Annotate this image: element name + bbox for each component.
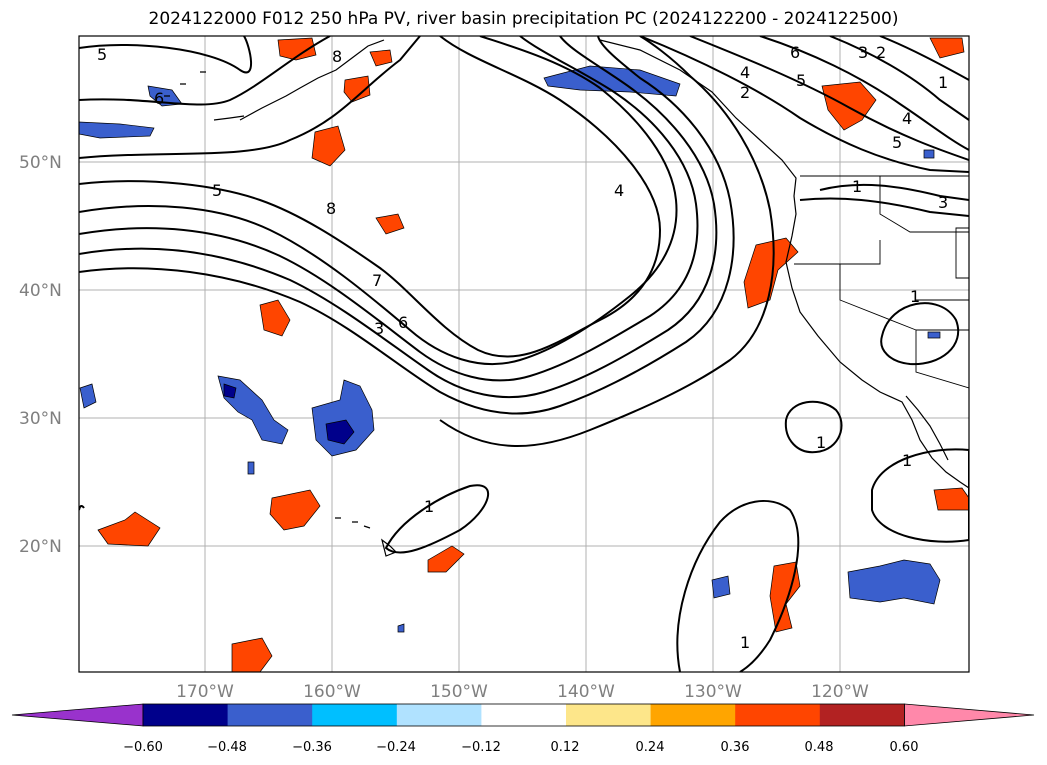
- lat-label: 30°N: [19, 409, 62, 429]
- precip-blob: [231, 637, 273, 672]
- contour-label: 1: [740, 633, 750, 652]
- lon-label: 170°W: [176, 682, 234, 702]
- contour-label: 6: [398, 313, 408, 332]
- lon-label: 150°W: [430, 682, 488, 702]
- colorbar-segment: [481, 704, 567, 726]
- colorbar-segment: [396, 704, 482, 726]
- colorbar-tick-label: −0.48: [207, 740, 247, 755]
- colorbar-segment: [143, 704, 229, 726]
- contour-label: 3: [374, 319, 384, 338]
- precip-blob: [847, 559, 941, 605]
- precip-blob: [927, 331, 941, 339]
- contour-label: 5: [796, 71, 806, 90]
- contour-label: 5: [97, 45, 107, 64]
- contour-labels: 5 6 8 5 7 3 6 8 4 6 4 5 2 3 2 1 4 5 1 3 …: [97, 43, 969, 672]
- precip-blob: [375, 213, 405, 235]
- lat-label: 40°N: [19, 281, 62, 301]
- lat-label: 50°N: [19, 153, 62, 173]
- colorbar-tick-label: −0.12: [461, 740, 501, 755]
- lon-label: 140°W: [557, 682, 615, 702]
- lon-label: 120°W: [811, 682, 869, 702]
- colorbar-tick-label: 0.60: [890, 740, 919, 755]
- precip-blob: [259, 299, 291, 337]
- colorbar-segment: [227, 704, 313, 726]
- map-frame: [78, 35, 970, 673]
- contour-label: 1: [910, 287, 920, 306]
- precip-blob: [933, 487, 969, 511]
- contour-label: 4: [614, 181, 624, 200]
- precip-blob: [325, 419, 355, 445]
- contour-label: 2: [740, 83, 750, 102]
- contour-label: 1: [938, 73, 948, 92]
- colorbar-tick-label: −0.24: [376, 740, 416, 755]
- contour-label: 7: [372, 271, 382, 290]
- precip-blob: [277, 37, 317, 61]
- colorbar-frame: [142, 703, 905, 727]
- contour-label: 3: [938, 193, 948, 212]
- contour-label: 6: [790, 43, 800, 62]
- precip-blob: [79, 121, 155, 139]
- colorbar-segment: [566, 704, 652, 726]
- contour-label: 1: [852, 177, 862, 196]
- precip-blob: [929, 37, 965, 59]
- precip-blob: [79, 383, 97, 409]
- colorbar-tick-label: 0.24: [636, 740, 665, 755]
- political-borders: [794, 175, 969, 389]
- contour-label: 6: [154, 89, 164, 108]
- map-title: 2024122000 F012 250 hPa PV, river basin …: [148, 9, 899, 29]
- colorbar-tick-label: 0.36: [721, 740, 750, 755]
- precip-blob: [711, 575, 731, 599]
- longitude-labels: 170°W 160°W 150°W 140°W 130°W 120°W: [176, 682, 869, 702]
- colorbar: [11, 703, 1035, 727]
- contour-label: 8: [332, 47, 342, 66]
- contour-label: 1: [424, 497, 434, 516]
- precip-blob: [311, 125, 346, 167]
- contour-label: 4: [740, 63, 750, 82]
- precip-blob: [97, 511, 161, 547]
- graticule: [79, 36, 969, 672]
- precip-blob: [821, 81, 877, 131]
- colorbar-tick-label: −0.60: [123, 740, 163, 755]
- contour-label: 4: [902, 109, 912, 128]
- pv-contours: [79, 36, 969, 672]
- precip-shading: [79, 37, 969, 672]
- precip-blob: [397, 623, 405, 633]
- precip-blob: [923, 149, 935, 159]
- lon-label: 160°W: [303, 682, 361, 702]
- colorbar-segment: [312, 704, 398, 726]
- contour-label: 5: [892, 133, 902, 152]
- contour-label: 1: [816, 433, 826, 452]
- precip-blob: [269, 489, 321, 531]
- precip-blob: [247, 461, 255, 475]
- colorbar-tick-label: −0.36: [292, 740, 332, 755]
- colorbar-segment: [735, 704, 821, 726]
- latitude-labels: 50°N 40°N 30°N 20°N: [19, 153, 62, 557]
- colorbar-tick-label: 0.48: [805, 740, 834, 755]
- colorbar-segment: [650, 704, 736, 726]
- precip-blob: [223, 383, 237, 399]
- lat-label: 20°N: [19, 537, 62, 557]
- contour-label: 1: [902, 451, 912, 470]
- contour-label: 3: [858, 43, 868, 62]
- colorbar-extend-low: [11, 703, 144, 727]
- contour-label: 2: [876, 43, 886, 62]
- lon-label: 130°W: [684, 682, 742, 702]
- precip-blob: [343, 75, 371, 103]
- colorbar-tick-labels: −0.60 −0.48 −0.36 −0.24 −0.12 0.12 0.24 …: [123, 740, 918, 755]
- precip-blob: [743, 237, 799, 309]
- colorbar-segment: [819, 704, 905, 726]
- precip-blob: [427, 545, 465, 573]
- precip-blob: [369, 49, 393, 67]
- colorbar-tick-label: 0.12: [551, 740, 580, 755]
- contour-label: 8: [326, 199, 336, 218]
- contour-label: 5: [212, 181, 222, 200]
- precip-blob: [217, 375, 289, 445]
- colorbar-extend-high: [904, 703, 1035, 727]
